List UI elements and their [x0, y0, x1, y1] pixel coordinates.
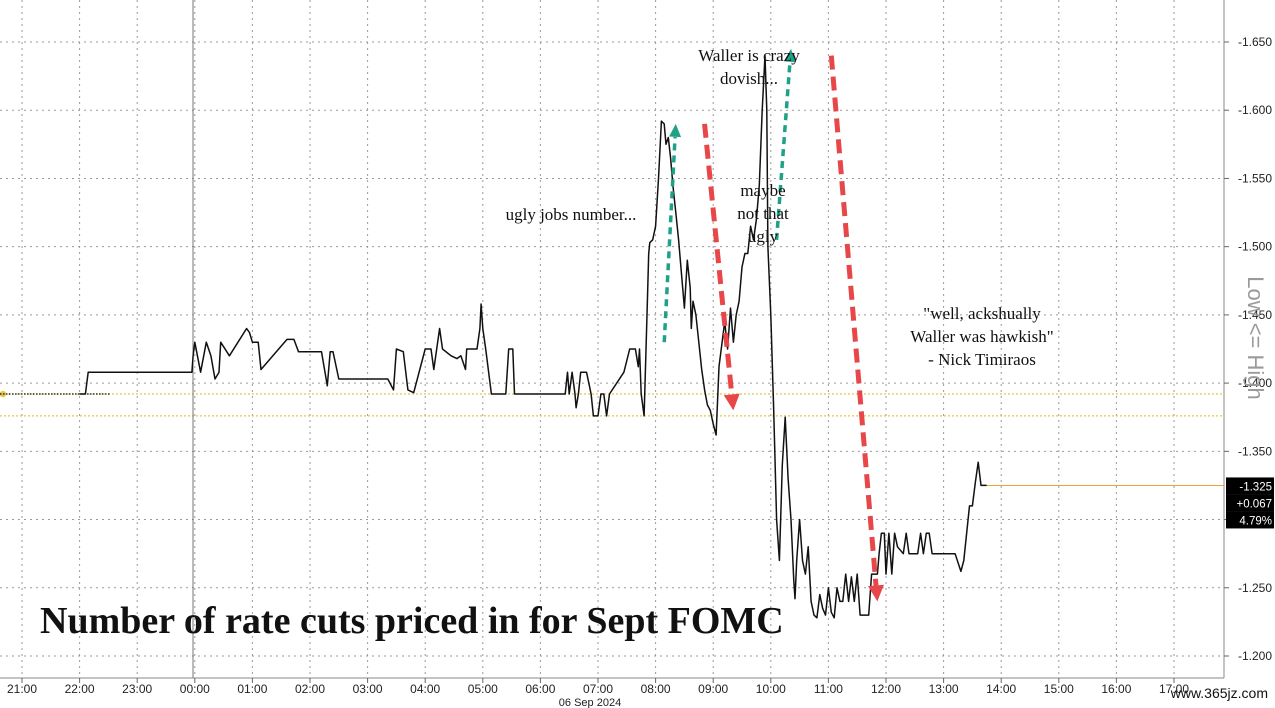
x-tick-label: 09:00 [698, 682, 728, 696]
change-text: +0.067 [1237, 498, 1273, 510]
annotation-text: Waller is crazy [698, 46, 800, 65]
y-tick-label: -1.550 [1238, 171, 1272, 185]
x-tick-label: 12:00 [871, 682, 901, 696]
x-tick-label: 07:00 [583, 682, 613, 696]
y-tick-label: -1.650 [1238, 35, 1272, 49]
y-tick-label: -1.450 [1238, 308, 1272, 322]
x-tick-label: 00:00 [180, 682, 210, 696]
up-arrow [662, 136, 677, 343]
arrow-head [783, 48, 796, 63]
right-axis-label: Low <= High [1243, 276, 1268, 400]
x-tick-label: 17:00 [1159, 682, 1189, 696]
y-tick-label: -1.500 [1238, 240, 1272, 254]
reference-lines [0, 390, 1224, 417]
x-tick-label: 02:00 [295, 682, 325, 696]
x-tick-label: 21:00 [7, 682, 37, 696]
y-axis-ticks: -1.650 -1.600 -1.550 -1.500 -1.450 -1.400 -1.3… [1224, 35, 1272, 663]
y-tick-label: -1.350 [1238, 444, 1272, 458]
x-tick-label: 13:00 [929, 682, 959, 696]
arrow-head [723, 393, 740, 411]
x-tick-label: 14:00 [986, 682, 1016, 696]
annotation-text: maybe [740, 181, 785, 200]
pct-text: 4.79% [1239, 515, 1272, 527]
x-tick-label: 11:00 [814, 682, 843, 696]
annotation-text: ugly jobs number... [506, 205, 637, 224]
annotations: ugly jobs number... maybe not that ugly Wall… [506, 46, 1054, 369]
x-tick-label: 06:00 [525, 682, 555, 696]
down-arrow [702, 123, 735, 395]
x-tick-label: 15:00 [1044, 682, 1074, 696]
x-tick-label: 10:00 [756, 682, 786, 696]
last-value-text: -1.325 [1239, 481, 1272, 493]
annotation-text: Waller was hawkish" [910, 327, 1053, 346]
x-tick-label: 16:00 [1101, 682, 1131, 696]
y-tick-label: -1.200 [1238, 649, 1272, 663]
arrow-head [868, 584, 884, 602]
annotation-text: not that [737, 204, 789, 223]
annotation-text: dovish... [720, 69, 778, 88]
y-tick-label: -1.250 [1238, 581, 1272, 595]
x-axis-ticks: 21:00 22:00 23:00 00:00 01:00 02:00 03:00 04:00… [7, 678, 1189, 696]
grid [0, 0, 1224, 678]
last-value-box: -1.325 +0.067 4.79% [1226, 477, 1274, 529]
change-tag [1226, 494, 1274, 512]
x-tick-label: 08:00 [641, 682, 671, 696]
y-tick-label: -1.400 [1238, 376, 1272, 390]
chart-title: Number of rate cuts priced in for Sept F… [40, 600, 784, 642]
annotation-text: ugly [748, 227, 779, 246]
pct-tag [1226, 511, 1274, 529]
x-tick-label: 04:00 [410, 682, 440, 696]
series-layer [0, 54, 1224, 619]
y-tick-label: -1.600 [1238, 103, 1272, 117]
x-tick-label: 05:00 [468, 682, 498, 696]
last-value-tag [1226, 477, 1274, 495]
watermark: www.365jz.com [1170, 685, 1268, 701]
x-tick-label: 22:00 [65, 682, 95, 696]
annotation-text: - Nick Timiraos [928, 350, 1036, 369]
date-label: 06 Sep 2024 [559, 697, 621, 708]
series-line [79, 54, 987, 619]
x-tick-label: 01:00 [237, 682, 267, 696]
x-tick-label: 03:00 [353, 682, 383, 696]
annotation-text: "well, ackshually [923, 304, 1041, 323]
up-arrow [774, 61, 792, 240]
annotation-arrows [662, 48, 884, 602]
down-arrow [828, 55, 879, 586]
x-tick-label: 23:00 [122, 682, 152, 696]
arrow-head [669, 123, 682, 138]
